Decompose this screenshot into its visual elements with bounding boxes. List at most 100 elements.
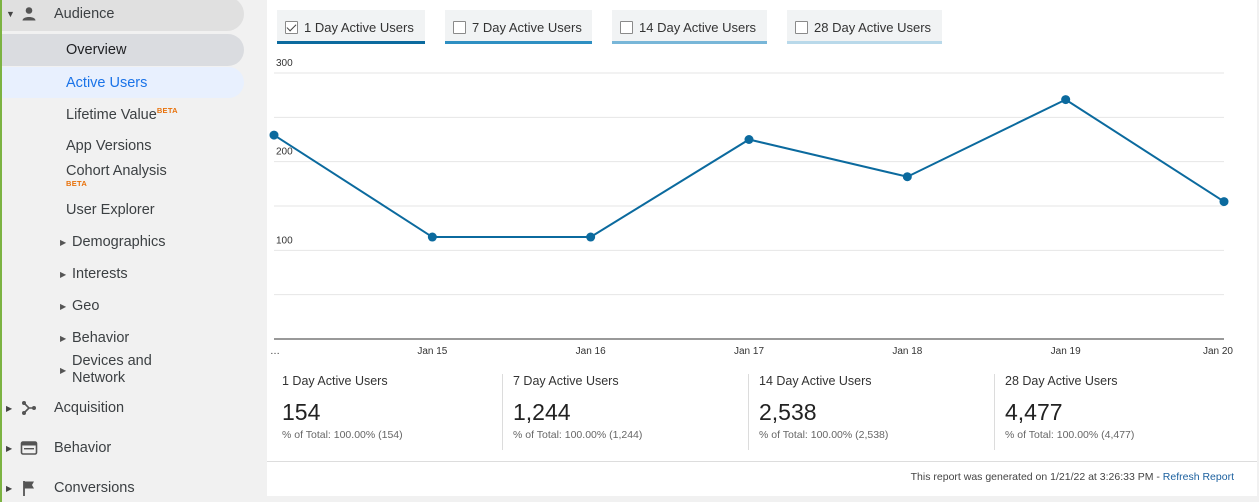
sidebar-item-label: Behavior — [72, 330, 130, 346]
sidebar-item-lifetime-value[interactable]: Lifetime ValueBETA — [2, 100, 244, 128]
y-tick-label: 300 — [276, 58, 293, 69]
summary-total: % of Total: 100.00% (154) — [282, 429, 403, 441]
tab-label: 7 Day Active Users — [472, 19, 582, 35]
summary-total: % of Total: 100.00% (2,538) — [759, 429, 889, 441]
sidebar-item-behavior-top[interactable]: ▶ Behavior — [2, 431, 244, 465]
sidebar: ▼ Audience Overview Active Users Lifetim… — [0, 0, 250, 502]
refresh-report-link[interactable]: Refresh Report — [1162, 471, 1234, 483]
tab-underline — [612, 41, 767, 44]
caret-right-icon: ▶ — [60, 301, 67, 311]
summary-1-day: 1 Day Active Users 154 % of Total: 100.0… — [282, 374, 497, 450]
beta-badge: BETA — [156, 105, 178, 115]
x-tick-label: Jan 16 — [576, 346, 606, 357]
tab-label: 28 Day Active Users — [814, 19, 932, 35]
caret-right-icon: ▶ — [6, 403, 13, 413]
sidebar-item-audience[interactable]: ▼ Audience — [2, 0, 244, 31]
acquisition-icon — [22, 401, 36, 415]
tab-underline — [787, 41, 942, 44]
sidebar-item-label: Active Users — [66, 74, 148, 91]
tab-14-day-active-users[interactable]: 14 Day Active Users — [612, 10, 767, 44]
x-tick-label: Jan 17 — [734, 346, 764, 357]
caret-down-icon: ▼ — [6, 9, 15, 19]
sidebar-item-devices-and-network[interactable]: ▶ Devices and Network — [2, 352, 244, 388]
sidebar-item-user-explorer[interactable]: User Explorer — [2, 196, 244, 224]
x-tick-label: … — [270, 346, 280, 357]
summary-label: 14 Day Active Users — [759, 374, 872, 388]
x-tick-label: Jan 19 — [1051, 346, 1081, 357]
sidebar-item-cohort-analysis[interactable]: Cohort Analysis BETA — [2, 160, 244, 194]
data-point — [269, 130, 279, 140]
sidebar-item-label: Cohort Analysis — [66, 163, 167, 179]
caret-right-icon: ▶ — [60, 333, 67, 343]
data-point — [427, 232, 437, 242]
summary-total: % of Total: 100.00% (1,244) — [513, 429, 643, 441]
summary-label: 7 Day Active Users — [513, 374, 619, 388]
sidebar-item-label: Audience — [54, 6, 115, 22]
tab-1-day-active-users[interactable]: 1 Day Active Users — [277, 10, 425, 44]
person-icon — [22, 7, 36, 21]
x-tick-label: Jan 15 — [417, 346, 447, 357]
divider — [267, 461, 1257, 462]
summary-value: 4,477 — [1005, 399, 1063, 425]
caret-right-icon: ▶ — [6, 483, 13, 493]
sidebar-item-app-versions[interactable]: App Versions — [2, 132, 244, 160]
caret-right-icon: ▶ — [60, 237, 67, 247]
checkbox[interactable] — [453, 20, 466, 34]
report-footer: This report was generated on 1/21/22 at … — [911, 471, 1234, 483]
sidebar-item-interests[interactable]: ▶ Interests — [2, 260, 244, 288]
data-point — [1219, 197, 1229, 207]
y-tick-label: 100 — [276, 235, 293, 246]
sidebar-item-label: Geo — [72, 298, 100, 314]
generated-text: This report was generated on 1/21/22 at … — [910, 471, 1163, 483]
sidebar-item-geo[interactable]: ▶ Geo — [2, 292, 244, 320]
data-point — [902, 172, 912, 182]
sidebar-item-behavior[interactable]: ▶ Behavior — [2, 324, 244, 352]
summary-28-day: 28 Day Active Users 4,477 % of Total: 10… — [994, 374, 1240, 450]
data-point — [744, 135, 754, 144]
behavior-window-icon — [20, 441, 38, 455]
tab-28-day-active-users[interactable]: 28 Day Active Users — [787, 10, 942, 44]
sidebar-item-conversions[interactable]: ▶ Conversions — [2, 471, 244, 502]
tab-underline — [445, 41, 592, 44]
tab-label: 14 Day Active Users — [639, 19, 757, 35]
sidebar-item-label: Interests — [72, 266, 128, 282]
summary-7-day: 7 Day Active Users 1,244 % of Total: 100… — [502, 374, 748, 450]
sidebar-item-active-users[interactable]: Active Users — [2, 67, 244, 98]
data-point — [1061, 95, 1071, 105]
summary-value: 154 — [282, 399, 321, 425]
summary-value: 2,538 — [759, 399, 817, 425]
summary-label: 28 Day Active Users — [1005, 374, 1118, 388]
summary-label: 1 Day Active Users — [282, 374, 388, 388]
checkbox[interactable] — [285, 20, 298, 34]
sidebar-item-label: Network — [72, 370, 126, 386]
tab-underline — [277, 41, 425, 44]
sidebar-item-label: Conversions — [54, 480, 135, 496]
sidebar-item-overview[interactable]: Overview — [2, 34, 244, 66]
x-tick-label: Jan 20 — [1203, 346, 1233, 357]
sidebar-item-label: App Versions — [66, 138, 152, 154]
sidebar-item-acquisition[interactable]: ▶ Acquisition — [2, 391, 244, 425]
caret-right-icon: ▶ — [60, 269, 67, 279]
report-panel: 1 Day Active Users 7 Day Active Users 14… — [267, 0, 1257, 496]
sidebar-item-label: Lifetime Value — [66, 106, 157, 123]
checkbox[interactable] — [620, 20, 633, 34]
caret-right-icon: ▶ — [6, 443, 13, 453]
summary-14-day: 14 Day Active Users 2,538 % of Total: 10… — [748, 374, 994, 450]
flag-icon — [23, 481, 34, 496]
tab-7-day-active-users[interactable]: 7 Day Active Users — [445, 10, 592, 44]
sidebar-item-demographics[interactable]: ▶ Demographics — [2, 228, 244, 256]
series-line — [273, 98, 1225, 239]
sidebar-item-label: Acquisition — [54, 400, 125, 416]
x-tick-label: Jan 18 — [892, 346, 922, 357]
sidebar-item-label: Overview — [66, 42, 127, 58]
data-point — [586, 232, 596, 242]
sidebar-item-label: Behavior — [54, 440, 112, 456]
summary-value: 1,244 — [513, 399, 571, 425]
sidebar-item-label: Demographics — [72, 234, 166, 250]
active-users-line-chart[interactable]: 100 200 300 … Jan 15 Jan 16 Jan 17 Jan 18 Jan 19… — [267, 55, 1257, 365]
checkbox[interactable] — [795, 20, 808, 34]
beta-badge: BETA — [66, 179, 88, 188]
sidebar-item-label: User Explorer — [66, 202, 155, 218]
y-tick-label: 200 — [276, 147, 293, 158]
sidebar-item-label: Devices and — [72, 353, 152, 369]
